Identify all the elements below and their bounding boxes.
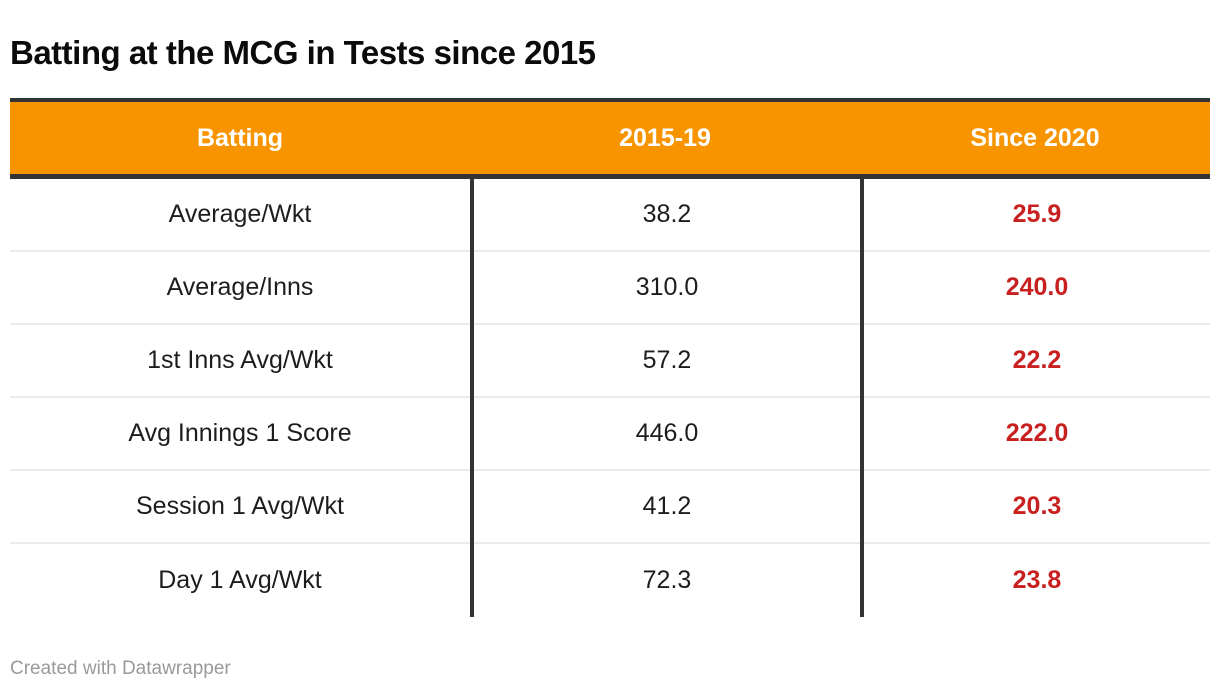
stats-table: Batting 2015-19 Since 2020 Average/Wkt A…: [10, 98, 1210, 617]
value-since-2020: 22.2: [864, 325, 1210, 398]
value-since-2020: 20.3: [864, 471, 1210, 544]
column-header-batting: Batting: [196, 123, 284, 152]
value-2015-19: 38.2: [474, 179, 860, 252]
value-since-2020: 240.0: [864, 252, 1210, 325]
row-label: Avg Innings 1 Score: [10, 398, 470, 471]
value-2015-19: 446.0: [474, 398, 860, 471]
row-label: 1st Inns Avg/Wkt: [10, 325, 470, 398]
row-label: Day 1 Avg/Wkt: [158, 566, 322, 594]
column-batting-labels: Average/Wkt Average/Inns 1st Inns Avg/Wk…: [10, 179, 470, 617]
table-body: Average/Wkt Average/Inns 1st Inns Avg/Wk…: [10, 179, 1210, 617]
value-since-2020: 23.8: [1012, 566, 1062, 594]
column-since-2020-values: 25.9 240.0 22.2 222.0 20.3 23.8: [860, 179, 1210, 617]
row-label: Session 1 Avg/Wkt: [10, 471, 470, 544]
column-2015-19-values: 38.2 310.0 57.2 446.0 41.2 72.3: [470, 179, 860, 617]
table-header-row: Batting 2015-19 Since 2020: [10, 98, 1210, 179]
datawrapper-attribution-link[interactable]: Created with Datawrapper: [10, 658, 231, 679]
value-2015-19: 41.2: [474, 471, 860, 544]
value-since-2020: 222.0: [864, 398, 1210, 471]
value-2015-19: 72.3: [642, 566, 692, 594]
row-label: Average/Wkt: [10, 179, 470, 252]
value-2015-19: 57.2: [474, 325, 860, 398]
column-header-since-2020: Since 2020: [970, 123, 1100, 152]
page-title: Batting at the MCG in Tests since 2015: [10, 34, 596, 72]
value-2015-19: 310.0: [474, 252, 860, 325]
row-label: Average/Inns: [10, 252, 470, 325]
value-since-2020: 25.9: [864, 179, 1210, 252]
column-header-2015-19: 2015-19: [619, 123, 711, 152]
